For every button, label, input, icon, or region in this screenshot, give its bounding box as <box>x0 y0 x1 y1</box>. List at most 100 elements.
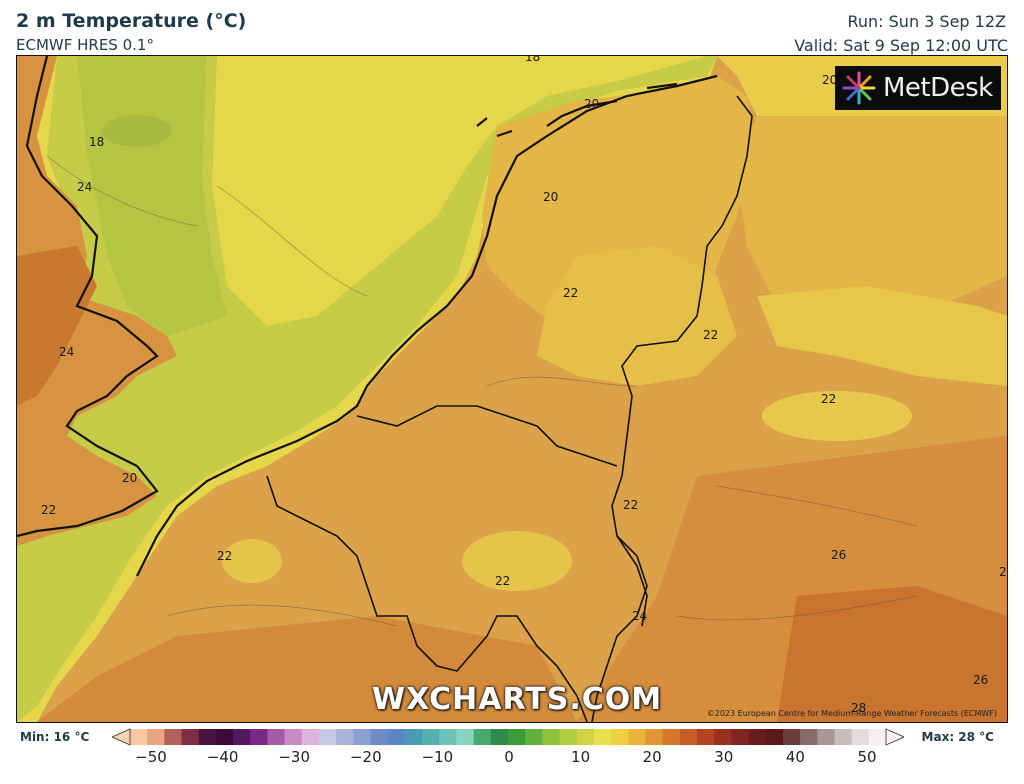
copyright-notice: ©2023 European Centre for Medium-Range W… <box>706 709 997 718</box>
contour-lines <box>46 155 918 627</box>
contour-label: 22 <box>623 498 638 512</box>
scale-tick-label: 20 <box>642 748 662 766</box>
scale-tick-label: −20 <box>349 748 382 766</box>
contour-label: 18 <box>89 135 104 149</box>
coastline-mainland <box>136 74 718 577</box>
scale-cell <box>250 729 268 745</box>
max-temperature: Max: 28 °C <box>921 730 994 744</box>
scale-cell <box>593 729 612 745</box>
scale-cell <box>817 729 835 745</box>
run-time: Run: Sun 3 Sep 12Z <box>847 12 1006 31</box>
scale-cell <box>387 729 406 745</box>
scale-cell <box>181 729 200 745</box>
scale-cell <box>628 729 646 745</box>
min-temperature: Min: 16 °C <box>20 730 90 744</box>
contour-label: 26 <box>973 673 988 687</box>
land-germany-north <box>737 116 1007 336</box>
metdesk-logo-text: MetDesk <box>883 73 993 103</box>
map-canvas: 18 24 24 20 22 18 20 20 20 22 22 22 22 2… <box>17 56 1007 722</box>
contour-label: 18 <box>525 56 540 64</box>
contour-label: 20 <box>584 97 599 111</box>
scale-cell <box>456 729 475 745</box>
contour-label: 2 <box>999 565 1007 579</box>
band-east <box>757 286 1007 386</box>
scale-cell <box>164 729 183 745</box>
land-england-warm <box>17 246 97 406</box>
scale-cell <box>508 729 526 745</box>
scale-cell <box>611 729 629 745</box>
contour-label: 28 <box>851 701 866 715</box>
color-scale-ticks: −50 −40 −30 −20 −10 0 10 20 30 40 50 <box>0 748 1024 768</box>
valid-time: Valid: Sat 9 Sep 12:00 UTC <box>794 36 1008 55</box>
scale-cell <box>525 729 543 745</box>
scale-tick-label: −50 <box>135 748 167 766</box>
contour-label: 22 <box>703 328 718 342</box>
scale-cell <box>198 729 217 745</box>
land-hot <box>777 586 1007 722</box>
scale-cell <box>284 729 303 745</box>
coastline-england <box>17 56 159 538</box>
contour-label: 20 <box>822 73 837 87</box>
scale-tick-label: −40 <box>206 748 239 766</box>
scale-cell <box>319 729 337 745</box>
scale-cell <box>645 729 664 745</box>
border-lu <box>591 535 648 722</box>
scale-cell <box>782 729 801 745</box>
scale-cell <box>215 729 234 745</box>
land-south <box>37 616 577 722</box>
scale-cell <box>714 729 732 745</box>
contour-label: 20 <box>122 471 137 485</box>
scale-cell <box>353 729 372 745</box>
contour-label: 24 <box>77 180 92 194</box>
scale-cell <box>439 729 457 745</box>
contour-label: 20 <box>543 190 558 204</box>
contour-label: 22 <box>217 549 232 563</box>
wxcharts-watermark: WXCHARTS.COM <box>372 682 663 717</box>
scale-cell <box>765 729 784 745</box>
color-scale <box>112 728 904 746</box>
scale-cell <box>301 729 320 745</box>
metdesk-logo: MetDesk <box>835 66 1001 110</box>
scale-cell <box>679 729 698 745</box>
contour-label: 22 <box>41 503 56 517</box>
contour-label: 26 <box>831 548 846 562</box>
scale-cell <box>473 729 492 745</box>
coastline-islands <box>476 82 678 138</box>
scale-cell <box>336 729 354 745</box>
scale-cell <box>834 729 853 745</box>
temperature-map[interactable]: 18 24 24 20 22 18 20 20 20 22 22 22 22 2… <box>16 55 1008 723</box>
scale-tick-label: 0 <box>504 748 514 766</box>
scale-left-arrow <box>112 728 131 746</box>
model-name: ECMWF HRES 0.1° <box>16 36 154 54</box>
scale-cell <box>748 729 767 745</box>
land-england <box>17 56 177 546</box>
metdesk-burst-icon <box>842 71 876 105</box>
warm-patch-west <box>222 539 282 583</box>
scale-cell <box>697 729 715 745</box>
scale-cell <box>130 729 148 745</box>
scale-cell <box>404 729 423 745</box>
warm-patch-belgium <box>462 531 572 591</box>
border-nl-be <box>356 405 618 467</box>
chart-title: 2 m Temperature (°C) <box>16 10 247 32</box>
scale-right-arrow <box>885 728 904 746</box>
scale-cell <box>576 729 595 745</box>
scale-cell <box>559 729 578 745</box>
warm-patch-east <box>762 391 912 441</box>
contour-label: 22 <box>821 392 836 406</box>
contour-label: 24 <box>59 345 74 359</box>
scale-cell <box>370 729 389 745</box>
scale-tick-label: −10 <box>421 748 454 766</box>
scale-cell <box>868 729 887 745</box>
scale-cell <box>800 729 818 745</box>
scale-tick-label: 30 <box>714 748 734 766</box>
scale-cell <box>490 729 509 745</box>
scale-cell <box>851 729 870 745</box>
sea-cold-patch <box>102 115 172 147</box>
scale-tick-label: 50 <box>857 748 877 766</box>
scale-cell <box>542 729 561 745</box>
scale-cell <box>267 729 286 745</box>
scale-cell <box>147 729 165 745</box>
scale-cell <box>422 729 440 745</box>
scale-cell <box>233 729 251 745</box>
